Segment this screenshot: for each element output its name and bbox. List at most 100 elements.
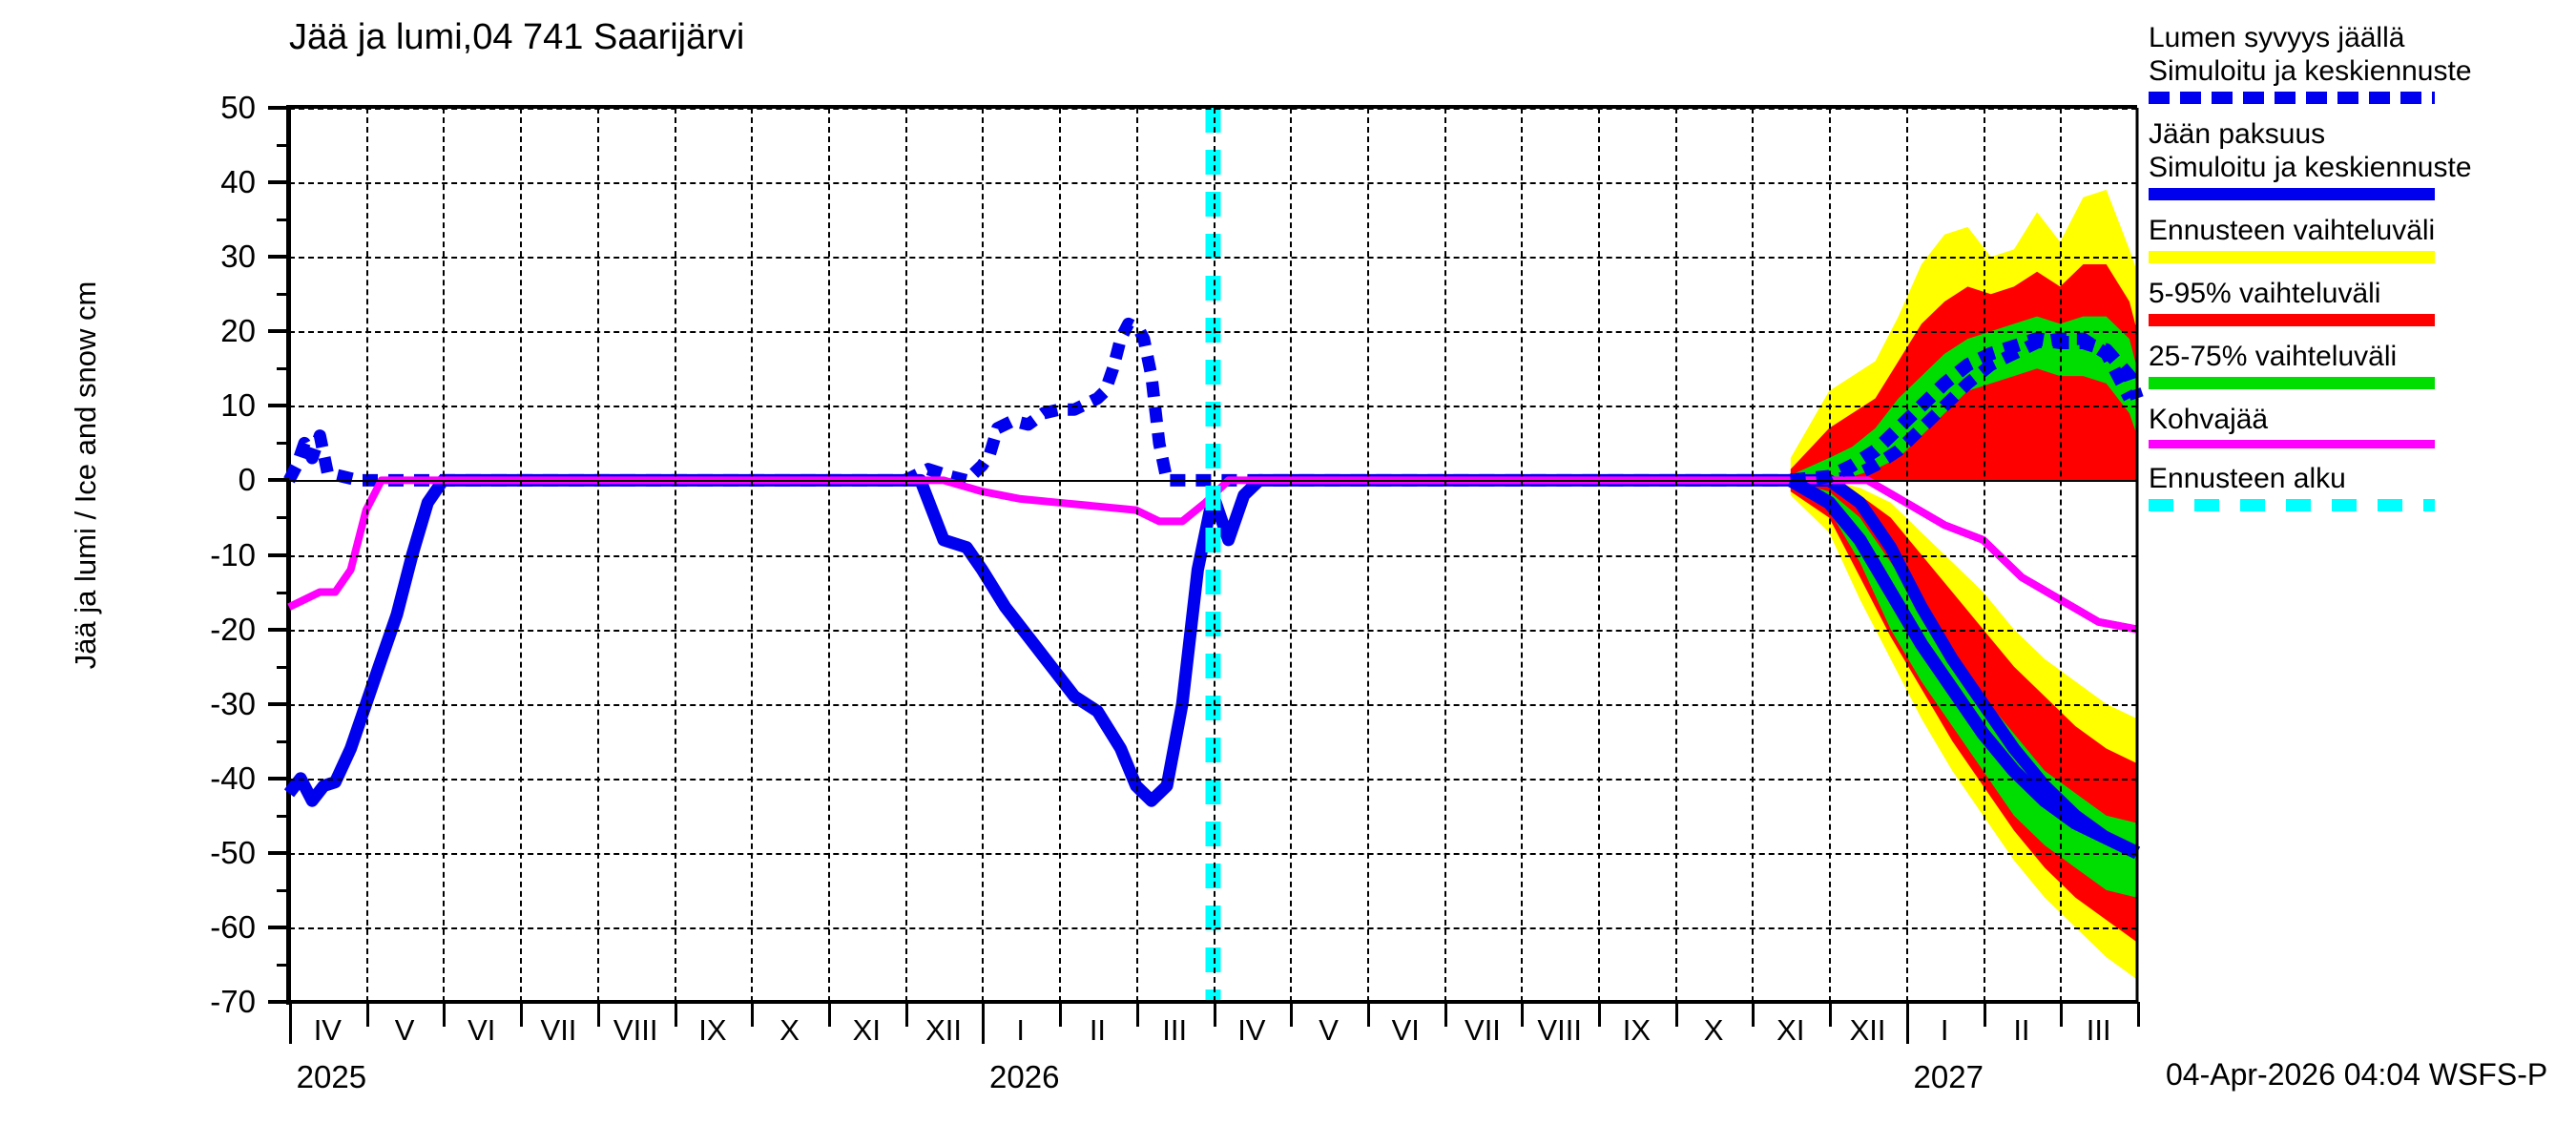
chart-title: Jää ja lumi,04 741 Saarijärvi	[289, 17, 745, 57]
series-j-n-paksuus	[283, 473, 2140, 859]
y-tick-minor	[277, 442, 289, 446]
x-gridline	[827, 108, 830, 1002]
chart-legend: Lumen syvyys jäällä Simuloitu ja keskienn…	[2149, 21, 2568, 525]
y-tick-mark	[268, 925, 289, 929]
x-tick-mark	[1444, 1002, 1447, 1027]
x-tick-mark	[904, 1002, 908, 1027]
y-tick-mark	[268, 701, 289, 706]
x-tick-mark	[1674, 1002, 1678, 1027]
x-tick-mark	[289, 1002, 292, 1044]
y-tick-minor	[277, 144, 289, 148]
x-tick-mark	[596, 1002, 600, 1027]
legend-swatch-red-icon	[2149, 314, 2435, 326]
legend-item: 5-95% vaihteluväli	[2149, 277, 2568, 326]
x-gridline	[1598, 108, 1601, 1002]
plot-top-border	[289, 105, 2137, 109]
legend-swatch-cyan-dash-icon	[2149, 499, 2435, 511]
x-tick-label-month: V	[394, 1013, 415, 1047]
y-tick-label: -10	[210, 536, 256, 572]
x-tick-label-month: XII	[1849, 1013, 1886, 1047]
legend-item: Lumen syvyys jäällä Simuloitu ja keskienn…	[2149, 21, 2568, 104]
legend-swatch-green-icon	[2149, 377, 2435, 389]
y-tick-mark	[268, 776, 289, 781]
y-tick-minor	[277, 516, 289, 520]
y-tick-minor	[277, 665, 289, 669]
y-axis-label: Jää ja lumi / Ice and snow cm	[69, 281, 102, 670]
x-tick-label-month: IX	[698, 1013, 727, 1047]
y-tick-label: -70	[210, 984, 256, 1019]
y-tick-mark	[268, 106, 289, 110]
x-gridline	[1059, 108, 1062, 1002]
x-tick-label-month: X	[779, 1013, 800, 1047]
x-gridline	[1290, 108, 1293, 1002]
forecast-median-snow	[1790, 332, 2144, 488]
plot-area	[268, 106, 2144, 1044]
x-gridline	[1752, 108, 1755, 1002]
y-tick-label: 10	[220, 387, 256, 424]
legend-label: 5-95% vaihteluväli	[2149, 278, 2381, 309]
y-tick-mark	[268, 1000, 289, 1004]
x-tick-label-month: IV	[1237, 1013, 1266, 1047]
x-tick-label-month: V	[1319, 1013, 1339, 1047]
x-tick-label-month: III	[1162, 1013, 1188, 1047]
x-gridline	[904, 108, 907, 1002]
x-gridline	[596, 108, 599, 1002]
legend-item: Ennusteen alku	[2149, 462, 2568, 511]
x-tick-label-month: III	[2086, 1013, 2111, 1047]
legend-swatch-dashed-blue-icon	[2149, 92, 2435, 104]
x-tick-mark	[1983, 1002, 1986, 1027]
y-tick-label: 40	[220, 164, 256, 200]
legend-item: Ennusteen vaihteluväli	[2149, 214, 2568, 263]
x-axis-year-label: 2026	[989, 1059, 1060, 1094]
x-tick-mark	[365, 1002, 369, 1027]
x-tick-mark	[1290, 1002, 1294, 1027]
x-tick-mark	[982, 1002, 986, 1044]
y-tick-minor	[277, 814, 289, 818]
y-tick-mark	[268, 180, 289, 185]
x-tick-label-month: XI	[1776, 1013, 1805, 1047]
legend-swatch-solid-blue-icon	[2149, 188, 2435, 200]
x-tick-label-month: VI	[1391, 1013, 1420, 1047]
x-axis-year-label: 2027	[1913, 1059, 1984, 1094]
x-tick-label-month: VII	[540, 1013, 577, 1047]
x-tick-mark	[2137, 1002, 2140, 1027]
x-tick-mark	[1598, 1002, 1602, 1027]
x-gridline	[1366, 108, 1369, 1002]
y-tick-mark	[268, 255, 289, 260]
y-tick-label: -50	[210, 834, 256, 870]
snow-band-25-75	[1790, 316, 2137, 481]
y-tick-mark	[268, 850, 289, 855]
x-gridline	[1213, 108, 1215, 1002]
x-gridline	[1135, 108, 1138, 1002]
x-gridline	[751, 108, 754, 1002]
x-gridline	[1829, 108, 1832, 1002]
x-tick-mark	[827, 1002, 831, 1027]
x-axis-year-label: 2025	[296, 1059, 367, 1094]
y-tick-label: -60	[210, 908, 256, 945]
x-gridline	[520, 108, 523, 1002]
x-tick-mark	[1213, 1002, 1216, 1027]
x-gridline	[2060, 108, 2063, 1002]
x-gridline	[443, 108, 446, 1002]
y-tick-mark	[268, 404, 289, 408]
x-tick-mark	[443, 1002, 447, 1027]
x-tick-mark	[520, 1002, 524, 1027]
x-gridline	[1674, 108, 1677, 1002]
x-tick-mark	[674, 1002, 677, 1027]
x-tick-label-month: II	[1089, 1013, 1107, 1047]
legend-label: Kohvajää	[2149, 404, 2269, 435]
series-lumen-syvyys-j-ll-	[283, 317, 2135, 487]
y-tick-mark	[268, 552, 289, 557]
y-tick-label: -30	[210, 685, 256, 721]
x-tick-mark	[2060, 1002, 2064, 1027]
x-tick-mark	[1521, 1002, 1525, 1027]
x-tick-mark	[751, 1002, 755, 1027]
legend-item: Jään paksuus Simuloitu ja keskiennuste	[2149, 117, 2568, 200]
forecast-median-slush	[1865, 476, 2138, 634]
legend-item: Kohvajää	[2149, 403, 2568, 448]
x-gridline	[674, 108, 676, 1002]
y-tick-minor	[277, 591, 289, 594]
legend-label: Lumen syvyys jäällä	[2149, 22, 2405, 53]
y-tick-minor	[277, 963, 289, 967]
x-tick-label-month: IV	[313, 1013, 342, 1047]
